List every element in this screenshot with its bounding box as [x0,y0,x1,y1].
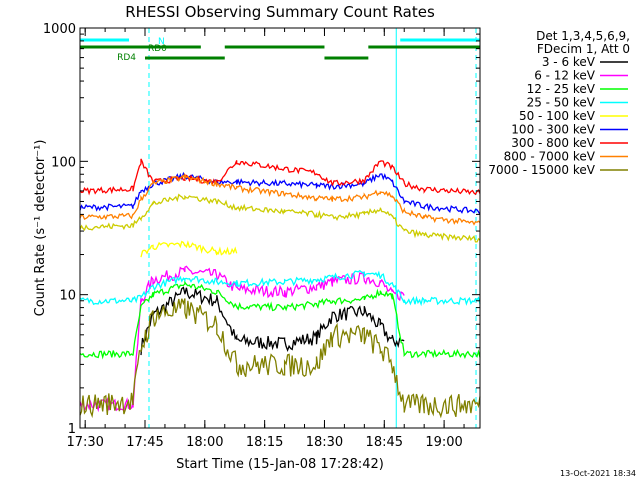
series-line-unlabeled [79,193,481,243]
legend-label-3: 25 - 50 keV [527,96,596,110]
legend-label-6: 300 - 800 keV [511,136,595,150]
legend-header-line-1: FDecim 1, Att 0 [537,42,630,56]
y-axis-label: Count Rate (s⁻¹ detector⁻¹) [33,140,48,317]
chart-title: RHESSI Observing Summary Count Rates [125,3,435,21]
series-line-7000-15000-kev [79,298,481,419]
x-axis-label: Start Time (15-Jan-08 17:28:42) [176,457,384,472]
y-tick-label-3: 1000 [43,22,76,37]
legend-label-5: 100 - 300 keV [511,123,595,137]
series-line-300-800-kev [79,158,481,196]
series-line-50-100-kev [140,240,238,258]
legend-label-0: 3 - 6 keV [542,55,596,69]
status-bar-label-rd0: RD0 [148,44,167,54]
y-tick-label-1: 10 [59,289,76,304]
series-line-25-50-kev [79,269,481,307]
legend-label-4: 50 - 100 keV [519,109,596,123]
y-tick-label-2: 100 [51,155,76,170]
series-line-3-6-kev [140,286,405,356]
series-line-12-25-kev [79,280,481,360]
x-tick-label-6: 19:00 [425,435,462,450]
series-line-6-12-kev [79,265,405,413]
legend-label-2: 12 - 25 keV [527,82,596,96]
x-tick-label-2: 18:00 [186,435,223,450]
legend-label-1: 6 - 12 keV [534,69,596,83]
y-tick-label-0: 1 [68,422,76,437]
legend-header-line-0: Det 1,3,4,5,6,9, [536,29,630,43]
x-tick-label-0: 17:30 [66,435,103,450]
series-line-800-7000-kev [79,172,481,226]
x-tick-label-5: 18:45 [366,435,403,450]
footer-date: 13-Oct-2021 18:34 [560,469,636,478]
x-tick-label-3: 18:15 [246,435,283,450]
x-tick-label-1: 17:45 [126,435,163,450]
legend-label-7: 800 - 7000 keV [504,150,596,164]
status-bar-label-rd4: RD4 [117,53,136,63]
x-tick-label-4: 18:30 [306,435,343,450]
status-bar-label-n: N [158,37,165,47]
series-line-100-300-kev [79,171,481,215]
plot-frame [79,27,481,429]
legend-label-8: 7000 - 15000 keV [488,163,595,177]
